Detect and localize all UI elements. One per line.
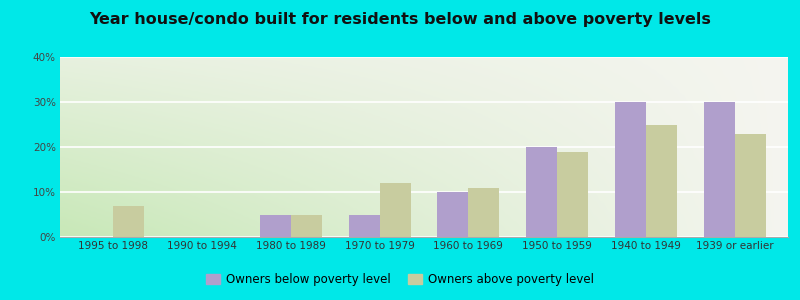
Bar <box>526 147 557 237</box>
Bar <box>646 124 677 237</box>
Text: Year house/condo built for residents below and above poverty levels: Year house/condo built for residents bel… <box>89 12 711 27</box>
Legend: Owners below poverty level, Owners above poverty level: Owners below poverty level, Owners above… <box>201 269 599 291</box>
Bar <box>438 192 468 237</box>
Bar <box>734 134 766 237</box>
Bar <box>615 102 646 237</box>
Bar <box>291 214 322 237</box>
Bar <box>468 188 499 237</box>
Bar <box>557 152 588 237</box>
Bar <box>349 214 380 237</box>
Bar <box>114 206 144 237</box>
Bar <box>380 183 410 237</box>
Bar <box>704 102 734 237</box>
Bar <box>260 214 291 237</box>
